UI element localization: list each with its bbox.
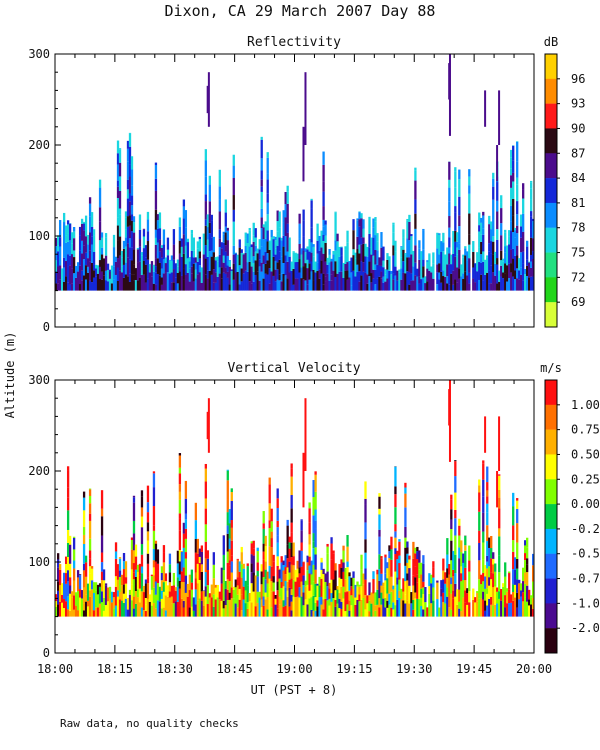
x-tick-label: 19:45	[456, 662, 492, 676]
velocity-title: Vertical Velocity	[227, 361, 360, 376]
colorbar-label: 78	[571, 221, 585, 235]
colorbar-swatch	[545, 454, 557, 480]
colorbar-label: -2.00	[571, 621, 600, 635]
footer-note: Raw data, no quality checks	[60, 717, 239, 730]
colorbar-label: 0.00	[571, 497, 600, 511]
y-tick-label: 200	[28, 138, 50, 152]
reflectivity-x-axis	[54, 54, 535, 327]
colorbar-swatch	[545, 252, 557, 278]
colorbar-swatch	[545, 528, 557, 554]
velocity-x-axis: 18:00 18:15 18:30 18:45 19:00 19:15 19:30 19:45…	[37, 380, 552, 676]
y-axis-label: Altitude (m)	[3, 332, 17, 419]
colorbar-label: 1.00	[571, 398, 600, 412]
colorbar-swatch	[545, 128, 557, 154]
colorbar-label: 69	[571, 295, 585, 309]
y-tick-label: 100	[28, 229, 50, 243]
colorbar-label: -1.00	[571, 596, 600, 610]
colorbar-swatch	[545, 54, 557, 80]
reflectivity-y-axis: 0 100 200 300	[28, 47, 61, 334]
x-tick-label: 18:15	[97, 662, 133, 676]
colorbar-label: -0.25	[571, 522, 600, 536]
colorbar-label: 75	[571, 246, 585, 260]
colorbar-label: 81	[571, 196, 585, 210]
colorbar-swatch	[545, 178, 557, 204]
reflectivity-colorbar: 96 93 90 87 84 81 78 75 72 69	[544, 53, 585, 328]
colorbar-swatch	[545, 202, 557, 228]
reflectivity-heatmap	[55, 54, 534, 291]
colorbar-swatch	[545, 553, 557, 579]
y-tick-label: 300	[28, 47, 50, 61]
reflectivity-panel: Reflectivity 0 100 200 300 dB 96 93 90 87 84 81 7…	[28, 35, 585, 334]
y-tick-label: 300	[28, 373, 50, 387]
y-tick-label: 0	[43, 646, 50, 660]
colorbar-label: 0.75	[571, 423, 600, 437]
velocity-colorbar-unit: m/s	[540, 361, 562, 375]
colorbar-label: 0.25	[571, 472, 600, 486]
colorbar-swatch	[545, 78, 557, 104]
y-tick-label: 0	[43, 320, 50, 334]
colorbar-swatch	[545, 153, 557, 179]
reflectivity-title: Reflectivity	[247, 35, 341, 50]
y-tick-label: 100	[28, 555, 50, 569]
x-tick-label: 18:30	[157, 662, 193, 676]
x-tick-label: 18:45	[217, 662, 253, 676]
x-tick-label: 19:00	[276, 662, 312, 676]
colorbar-label: -0.50	[571, 547, 600, 561]
colorbar-label: 93	[571, 97, 585, 111]
colorbar-swatch	[545, 103, 557, 129]
x-tick-label: 19:15	[336, 662, 372, 676]
figure-title: Dixon, CA 29 March 2007 Day 88	[165, 2, 436, 20]
colorbar-swatch	[545, 302, 557, 328]
colorbar-swatch	[545, 628, 557, 654]
colorbar-swatch	[545, 404, 557, 430]
colorbar-swatch	[545, 227, 557, 253]
x-tick-label: 18:00	[37, 662, 73, 676]
colorbar-label: -0.75	[571, 572, 600, 586]
reflectivity-colorbar-unit: dB	[544, 35, 558, 49]
colorbar-label: 72	[571, 270, 585, 284]
x-tick-label: 19:30	[396, 662, 432, 676]
velocity-heatmap	[55, 380, 534, 617]
colorbar-swatch	[545, 479, 557, 505]
velocity-colorbar: 1.00 0.75 0.50 0.25 0.00 -0.25 -0.50 -0.75 -1.00…	[544, 379, 600, 654]
colorbar-swatch	[545, 504, 557, 530]
x-axis-label: UT (PST + 8)	[251, 683, 338, 697]
colorbar-swatch	[545, 603, 557, 629]
velocity-y-axis: 0 100 200 300	[28, 373, 61, 660]
colorbar-label: 87	[571, 146, 585, 160]
colorbar-swatch	[545, 380, 557, 406]
x-tick-label: 20:00	[516, 662, 552, 676]
colorbar-frame	[544, 379, 558, 654]
y-tick-label: 200	[28, 464, 50, 478]
colorbar-frame	[544, 53, 558, 328]
colorbar-label: 84	[571, 171, 585, 185]
colorbar-swatch	[545, 429, 557, 455]
colorbar-label: 96	[571, 72, 585, 86]
colorbar-label: 0.50	[571, 447, 600, 461]
colorbar-swatch	[545, 277, 557, 303]
colorbar-swatch	[545, 578, 557, 604]
colorbar-label: 90	[571, 121, 585, 135]
